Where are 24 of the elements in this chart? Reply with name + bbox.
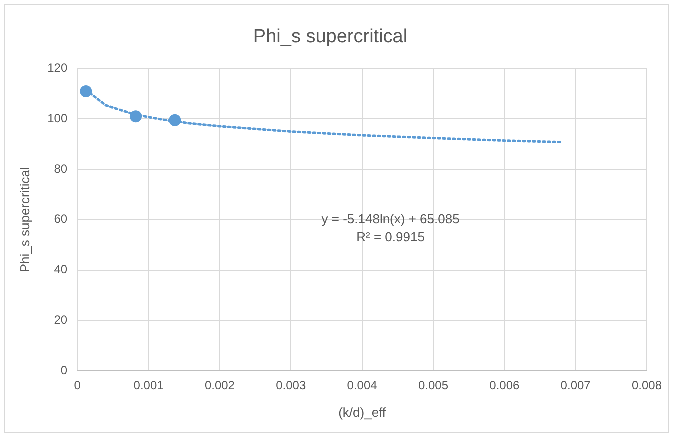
- x-tick-label: 0.002: [204, 378, 236, 393]
- x-tick-label: 0.007: [560, 378, 592, 393]
- x-tick-label: 0.001: [134, 378, 164, 393]
- y-tick-label: 0: [60, 363, 68, 378]
- point: [80, 85, 92, 98]
- x-axis-title: (k/d)_eff: [338, 404, 386, 420]
- x-tick-label: 0: [74, 378, 82, 393]
- y-axis-title: Phi_s supercritical: [17, 167, 32, 273]
- annotation: R² = 0.9915: [356, 229, 425, 244]
- x-tick-label: 0.003: [276, 378, 306, 393]
- y-tick-label: 40: [54, 262, 68, 277]
- x-tick-label: 0.004: [347, 378, 378, 393]
- y-tick-label: 20: [54, 312, 68, 327]
- x-tick-label: 0.006: [490, 378, 520, 393]
- x-tick-label: 0.005: [418, 378, 449, 393]
- y-tick-label: 100: [48, 111, 68, 126]
- x-tick-label: 0.008: [632, 378, 662, 393]
- point: [169, 114, 182, 126]
- chart-title: Phi_s supercritical: [253, 26, 408, 48]
- y-tick-label: 60: [54, 212, 68, 226]
- y-tick-label: 80: [54, 162, 68, 176]
- y-tick-label: 120: [48, 61, 68, 76]
- point: [130, 110, 142, 123]
- annotation: y = -5.148ln(x) + 65.085: [322, 211, 460, 226]
